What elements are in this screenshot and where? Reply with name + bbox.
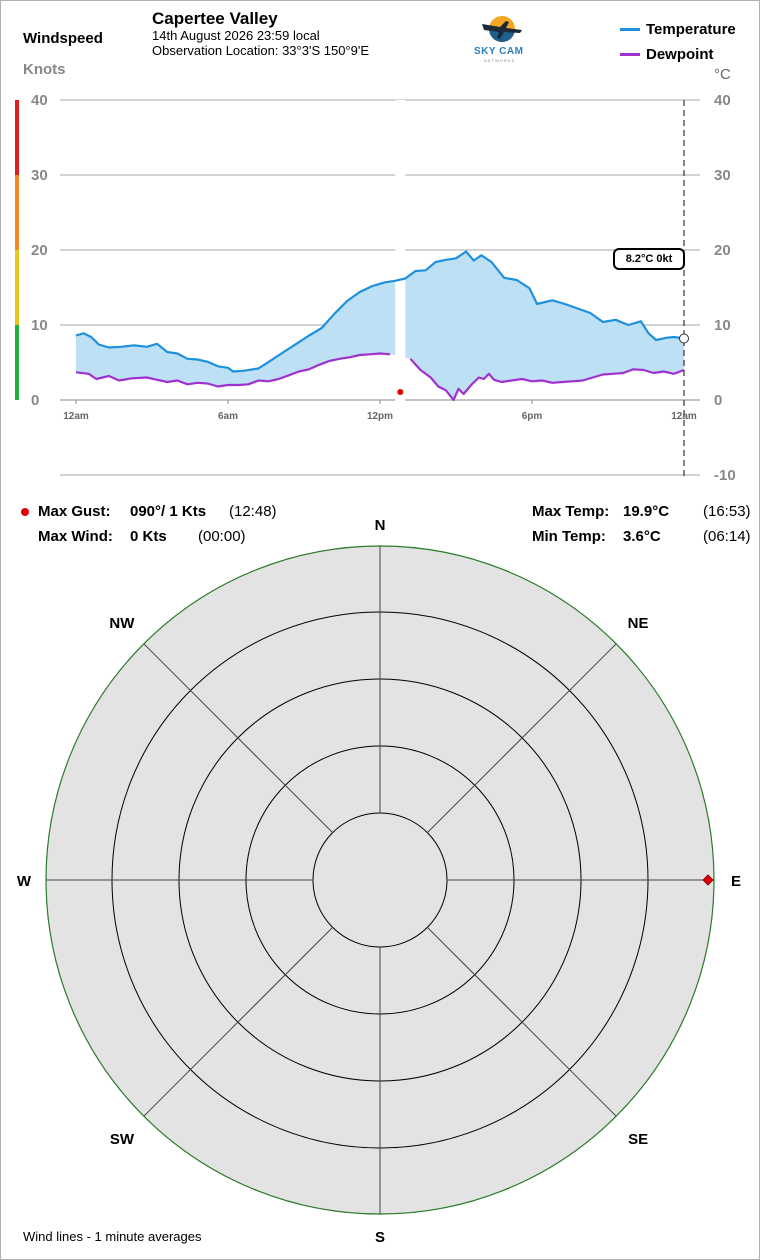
skycam-logo: SKY CAM NETWORKS (470, 13, 534, 63)
min-temp-label: Min Temp: (532, 528, 606, 545)
current-temp-marker (679, 333, 689, 344)
legend-dewpoint-label: Dewpoint (646, 46, 714, 63)
temperature-line (75, 250, 685, 373)
temp-dewpoint-fill (76, 251, 684, 400)
min-temp-value: 3.6°C (623, 528, 661, 545)
celsius-tick-label: 10 (714, 317, 731, 334)
legend-temperature-swatch (620, 28, 640, 31)
celsius-tick-label: 0 (714, 392, 722, 409)
windspeed-label: Windspeed (23, 30, 103, 47)
dewpoint-line (75, 352, 391, 388)
knots-tick-label: 30 (31, 167, 48, 184)
dewpoint-line (409, 358, 685, 402)
footer-note: Wind lines - 1 minute averages (23, 1229, 202, 1244)
observation-location: Observation Location: 33°3'S 150°9'E (152, 43, 370, 58)
max-temp-label: Max Temp: (532, 503, 610, 520)
temperature-wind-chart: 0 10 20 30 40 -10 0 10 20 30 40 12am 6am 12pm 6pm 12am (15, 92, 736, 484)
max-gust-label: Max Gust: (38, 503, 111, 520)
knots-tick-label: 0 (31, 392, 39, 409)
max-gust-time: (12:48) (229, 503, 277, 520)
x-tick-label: 12am (671, 411, 697, 422)
knots-axis-label: Knots (23, 61, 66, 78)
celsius-tick-label: 40 (714, 92, 731, 109)
max-temp-time: (16:53) (703, 503, 751, 520)
station-name: Capertee Valley (152, 9, 278, 28)
max-wind-value: 0 Kts (130, 528, 167, 545)
x-tick-label: 12am (63, 411, 89, 422)
data-gap (395, 100, 406, 410)
wind-scale-segment (15, 100, 19, 175)
celsius-tick-label: -10 (714, 467, 736, 484)
knots-tick-label: 10 (31, 317, 48, 334)
logo-text: SKY CAM (474, 46, 524, 57)
legend-temperature-label: Temperature (646, 21, 736, 38)
max-temp-value: 19.9°C (623, 503, 670, 520)
celsius-tick-label: 20 (714, 242, 731, 259)
celsius-axis-label: °C (714, 66, 731, 83)
legend-dewpoint-swatch (620, 53, 640, 56)
max-gust-marker (21, 508, 29, 516)
wind-scale-segment (15, 175, 19, 250)
legend: Temperature Dewpoint (620, 20, 750, 70)
x-tick-label: 12pm (367, 411, 393, 422)
x-tick-label: 6am (218, 411, 238, 422)
observation-datetime: 14th August 2026 23:59 local (152, 28, 320, 43)
knots-tick-label: 20 (31, 242, 48, 259)
wind-scale-segment (15, 250, 19, 325)
gust-point (397, 389, 404, 395)
celsius-tick-label: 30 (714, 167, 731, 184)
skycam-logo-icon (482, 16, 522, 42)
min-temp-time: (06:14) (703, 528, 751, 545)
max-wind-label: Max Wind: (38, 528, 113, 545)
max-gust-value: 090°/ 1 Kts (130, 503, 207, 520)
current-reading-callout: 8.2°C 0kt (613, 248, 685, 270)
wind-scale-segment (15, 325, 19, 400)
logo-subtext: NETWORKS (484, 58, 516, 63)
max-wind-time: (00:00) (198, 528, 246, 545)
x-tick-label: 6pm (522, 411, 543, 422)
knots-tick-label: 40 (31, 92, 48, 109)
